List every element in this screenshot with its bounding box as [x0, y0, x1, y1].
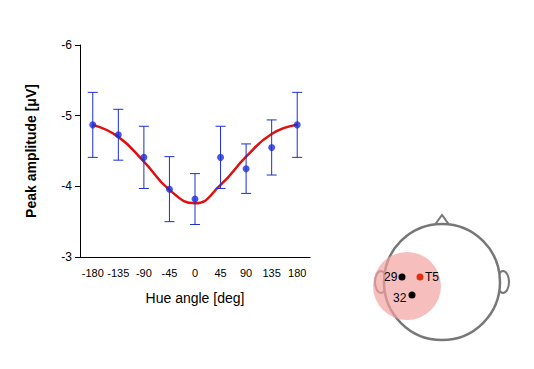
- svg-text:-5: -5: [61, 109, 72, 123]
- svg-text:-180: -180: [82, 267, 104, 279]
- svg-text:45: 45: [214, 267, 226, 279]
- svg-text:-135: -135: [107, 267, 129, 279]
- svg-text:90: 90: [240, 267, 252, 279]
- svg-text:-45: -45: [161, 267, 177, 279]
- svg-text:-90: -90: [136, 267, 152, 279]
- svg-text:0: 0: [192, 267, 198, 279]
- svg-text:29: 29: [384, 270, 398, 284]
- svg-text:-4: -4: [61, 179, 72, 193]
- svg-text:T5: T5: [425, 270, 439, 284]
- svg-text:Peak amplitude [μV]: Peak amplitude [μV]: [23, 84, 39, 218]
- svg-text:32: 32: [393, 291, 407, 305]
- svg-text:180: 180: [288, 267, 306, 279]
- svg-text:Hue angle [deg]: Hue angle [deg]: [146, 290, 245, 306]
- svg-text:135: 135: [262, 267, 280, 279]
- svg-text:-3: -3: [61, 250, 72, 264]
- svg-text:-6: -6: [61, 38, 72, 52]
